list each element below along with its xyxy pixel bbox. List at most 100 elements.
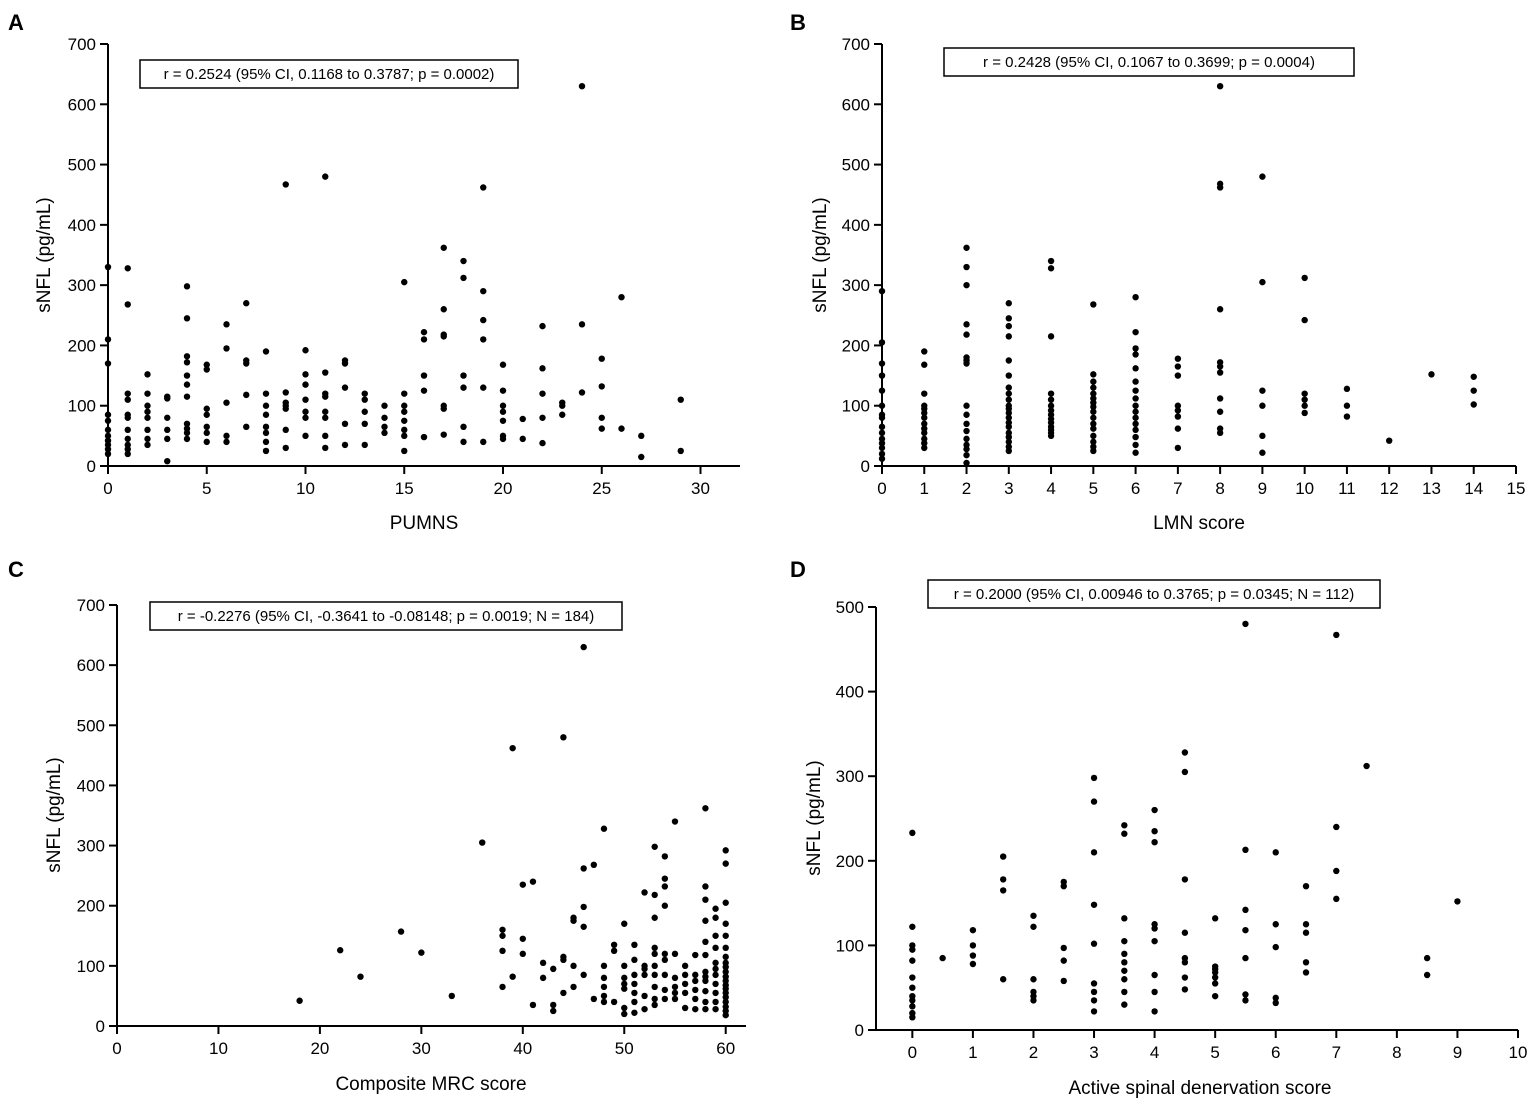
data-point [578, 83, 586, 90]
data-point [1090, 420, 1097, 427]
data-point [1090, 438, 1097, 446]
data-point [610, 947, 618, 955]
data-point [1121, 967, 1128, 974]
panel-d: D 0 100 200 300 400 500 0 1 2 3 4 5 6 7 8 9 10 r = 0.200… [790, 557, 1527, 1099]
data-point [1333, 631, 1340, 639]
data-point [1216, 184, 1224, 191]
data-point [878, 429, 886, 437]
data-point [921, 414, 928, 421]
data-point [702, 998, 709, 1006]
data-point [1132, 441, 1139, 449]
data-point [692, 971, 699, 979]
data-point [1047, 390, 1055, 397]
data-point [519, 415, 526, 423]
data-point [183, 420, 191, 427]
data-point [559, 411, 566, 418]
x-tick-label: 10 [209, 1039, 228, 1058]
y-axis-label: sNFL (pg/mL) [34, 197, 55, 312]
data-point [124, 445, 131, 453]
data-point [963, 411, 970, 418]
data-point [681, 989, 689, 997]
data-point [559, 402, 566, 409]
data-point [641, 992, 648, 1000]
data-point [539, 959, 547, 967]
data-point [671, 818, 679, 825]
data-point [909, 957, 916, 964]
panel-label: B [790, 10, 806, 35]
data-point [1005, 438, 1012, 446]
data-point [641, 965, 648, 973]
data-point [440, 405, 447, 412]
y-tick-label: 200 [77, 897, 105, 916]
data-point [631, 956, 638, 964]
data-point [1090, 408, 1097, 415]
data-point [144, 414, 151, 421]
data-point [651, 983, 658, 991]
data-point [124, 435, 131, 443]
data-point [401, 426, 408, 434]
x-tick-label: 10 [1295, 479, 1314, 498]
annotation-border [149, 601, 623, 631]
y-tick-label: 500 [842, 156, 870, 175]
data-point [322, 408, 329, 415]
data-point [499, 387, 507, 394]
data-point [631, 998, 638, 1006]
data-point [361, 408, 368, 415]
data-point [638, 432, 645, 440]
data-point [460, 372, 467, 379]
data-point [1301, 390, 1308, 397]
data-point [671, 950, 679, 958]
data-point [963, 445, 970, 453]
data-point [1272, 999, 1279, 1007]
y-tick-label: 300 [77, 837, 105, 856]
data-point [1030, 976, 1037, 983]
data-point [1174, 444, 1182, 452]
x-axis-label: LMN score [1153, 513, 1245, 534]
data-point [480, 316, 487, 324]
data-point [1121, 976, 1128, 983]
data-point [322, 369, 329, 376]
data-point [722, 963, 729, 971]
data-point [262, 402, 270, 409]
data-point [223, 438, 230, 446]
data-point [420, 328, 428, 336]
x-axis-label: Composite MRC score [335, 1074, 526, 1095]
data-point [1259, 402, 1266, 409]
x-tick-label: 6 [1271, 1043, 1280, 1062]
data-point [302, 414, 309, 421]
data-point [302, 371, 309, 378]
data-point [460, 423, 467, 431]
data-point [401, 432, 408, 440]
data-point [1470, 373, 1477, 380]
data-point [661, 902, 669, 909]
data-point [440, 306, 447, 313]
data-point [1181, 768, 1189, 776]
data-point [550, 1007, 557, 1015]
data-point [401, 278, 408, 286]
data-point [361, 420, 368, 427]
data-point [1174, 413, 1182, 420]
data-point [243, 423, 250, 431]
data-point [621, 980, 628, 988]
y-tick-label: 100 [836, 936, 864, 955]
data-point [322, 432, 329, 440]
data-point [1090, 403, 1097, 411]
data-point [519, 950, 527, 958]
data-point [702, 896, 709, 903]
data-point [651, 891, 658, 899]
data-point [600, 983, 608, 991]
data-point [1363, 762, 1370, 770]
data-point [1216, 306, 1224, 313]
data-point [1302, 882, 1310, 890]
data-point [322, 393, 329, 400]
data-point [480, 287, 487, 295]
data-point [1121, 830, 1128, 837]
data-point [1302, 959, 1310, 966]
x-tick-label: 0 [877, 479, 886, 498]
y-axis-label: sNFL (pg/mL) [804, 760, 825, 875]
x-tick-label: 1 [968, 1043, 977, 1062]
data-point [302, 432, 309, 440]
x-tick-label: 5 [1089, 479, 1098, 498]
data-point [448, 992, 455, 1000]
